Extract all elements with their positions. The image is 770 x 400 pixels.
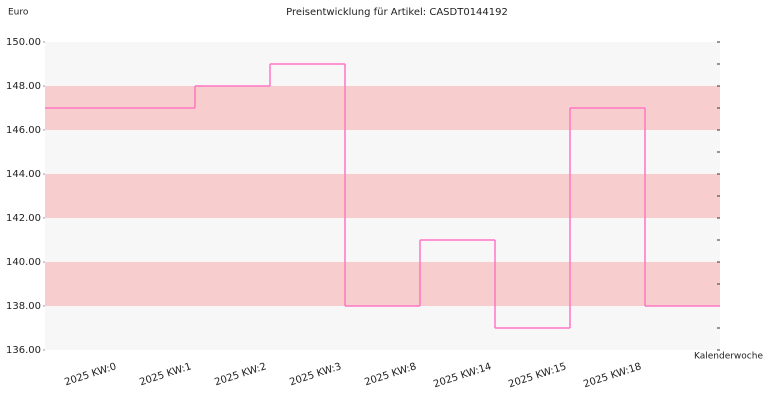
band bbox=[45, 174, 720, 218]
y-tick-label: 142.00 bbox=[6, 213, 41, 224]
x-tick-label: 2025 KW:2 bbox=[213, 361, 268, 388]
y-tick-label: 148.00 bbox=[6, 81, 41, 92]
y-tick-label: 150.00 bbox=[6, 37, 41, 48]
x-tick-label: 2025 KW:18 bbox=[582, 361, 643, 390]
y-tick-label: 138.00 bbox=[6, 301, 41, 312]
x-tick-label: 2025 KW:14 bbox=[432, 361, 493, 390]
band bbox=[45, 218, 720, 262]
x-tick-label: 2025 KW:8 bbox=[363, 361, 418, 388]
y-tick-label: 146.00 bbox=[6, 125, 41, 136]
x-tick-label: 2025 KW:15 bbox=[507, 361, 568, 390]
x-tick-label: 2025 KW:0 bbox=[63, 361, 118, 388]
band bbox=[45, 306, 720, 350]
x-tick-label: 2025 KW:1 bbox=[138, 361, 193, 388]
band bbox=[45, 42, 720, 86]
band bbox=[45, 262, 720, 306]
x-axis-label: Kalenderwoche bbox=[694, 352, 763, 362]
chart-title: Preisentwicklung für Artikel: CASDT01441… bbox=[286, 7, 508, 18]
x-tick-label: 2025 KW:3 bbox=[288, 361, 343, 388]
band bbox=[45, 130, 720, 174]
y-tick-label: 136.00 bbox=[6, 345, 41, 356]
y-tick-label: 140.00 bbox=[6, 257, 41, 268]
y-axis-label: Euro bbox=[8, 8, 29, 18]
y-tick-label: 144.00 bbox=[6, 169, 41, 180]
